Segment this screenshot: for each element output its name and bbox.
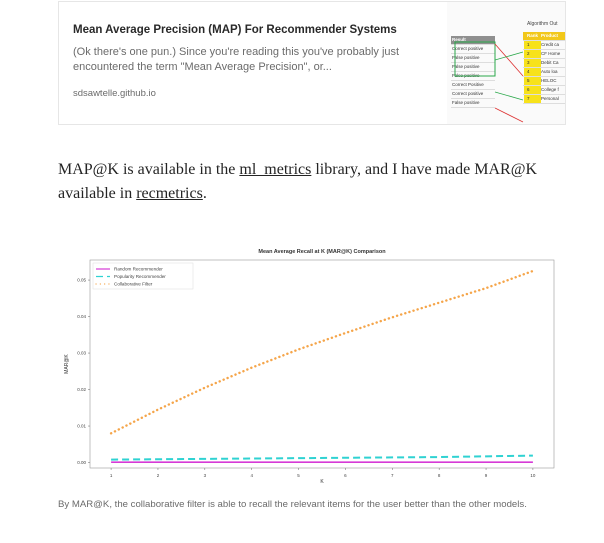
thumb-rank-header: Rank Product	[523, 32, 565, 41]
chart-title: Mean Average Recall at K (MAR@K) Compari…	[258, 249, 386, 255]
thumb-result-row: Correct positive	[451, 45, 495, 54]
y-tick-label: 0.01	[77, 424, 86, 429]
para-text-1: MAP@K is available in the	[58, 161, 240, 178]
thumb-result-row: False positive	[451, 99, 495, 108]
x-tick-label: 2	[157, 473, 160, 478]
card-thumbnail: Algorithm Out Result Correct positive Fals…	[447, 2, 565, 124]
link-preview-card[interactable]: Mean Average Precision (MAP) For Recomme…	[58, 1, 566, 125]
thumb-product-cell: College f	[541, 87, 559, 92]
thumb-green-box	[454, 41, 496, 77]
thumb-rank-row: 7 Personal	[523, 95, 565, 104]
y-ticks: 0.00 0.01 0.02 0.03 0.04 0.05	[77, 278, 90, 465]
thumb-product-cell: Credit ca	[541, 42, 560, 47]
para-text-2: library, and I have made MAR@K available…	[58, 161, 537, 202]
chart-svg: Mean Average Recall at K (MAR@K) Compari…	[64, 249, 555, 485]
y-axis-label: MAR@K	[64, 354, 70, 374]
thumb-result-row: Correct positive	[451, 90, 495, 99]
y-tick-label: 0.00	[77, 460, 86, 465]
ml-metrics-link[interactable]: ml_metrics	[239, 161, 312, 178]
x-tick-label: 7	[391, 473, 394, 478]
thumb-rank-row: 3 Debit Ca	[523, 59, 565, 68]
thumb-rank-column: Rank Product 1 Credit ca 2 CF Home 3 Debit Ca 4 A…	[523, 32, 565, 104]
thumb-green-line	[494, 51, 524, 101]
series-line-popularity-recommender	[111, 454, 533, 461]
x-tick-label: 8	[438, 473, 441, 478]
thumb-red-line	[494, 43, 524, 123]
x-axis-label: K	[320, 479, 324, 485]
legend-label-popularity-recommender: Popularity Recommender	[114, 274, 166, 279]
thumb-product-cell: Personal	[541, 96, 559, 101]
x-tick-label: 3	[204, 473, 207, 478]
card-description: (Ok there's one pun.) Since you're readi…	[73, 46, 400, 73]
figure-caption: By MAR@K, the collaborative filter is ab…	[58, 499, 527, 510]
x-tick-label: 6	[344, 473, 347, 478]
thumb-product-head: Product	[541, 33, 559, 38]
card-title[interactable]: Mean Average Precision (MAP) For Recomme…	[73, 24, 397, 36]
thumb-connector-lines	[454, 41, 524, 123]
thumb-rank-head: Rank	[527, 33, 539, 38]
thumb-result-row: False positive	[451, 63, 495, 72]
para-text-3: .	[202, 185, 207, 202]
thumb-rank-cell: 6	[524, 86, 541, 94]
recmetrics-link[interactable]: recmetrics	[136, 185, 203, 202]
y-tick-label: 0.05	[77, 278, 86, 283]
x-tick-label: 9	[485, 473, 488, 478]
thumb-rank-cell: 7	[524, 95, 541, 103]
plot-frame	[89, 259, 555, 469]
y-tick-label: 0.02	[77, 387, 86, 392]
thumb-rank-cell: 2	[524, 50, 541, 58]
thumb-result-row: Correct Positive	[451, 81, 495, 90]
card-text: Mean Average Precision (MAP) For Recomme…	[73, 24, 431, 99]
mar-at-k-chart: Mean Average Recall at K (MAR@K) Compari…	[58, 236, 568, 486]
thumb-product-cell: Auto loa	[541, 69, 558, 74]
thumb-result-row: False positive	[451, 54, 495, 63]
y-tick-label: 0.04	[77, 314, 86, 319]
x-tick-label: 4	[250, 473, 253, 478]
thumb-rank-cell: 4	[524, 68, 541, 76]
thumb-product-cell: Debit Ca	[541, 60, 559, 65]
thumb-rank-row: 5 HELOC	[523, 77, 565, 86]
body-paragraph: MAP@K is available in the ml_metrics lib…	[58, 158, 558, 206]
series-layer	[109, 269, 535, 463]
thumb-rank-cell: 3	[524, 59, 541, 67]
x-tick-label: 1	[110, 473, 113, 478]
thumb-rank-row: 2 CF Home	[523, 50, 565, 59]
thumb-rank-row: 6 College f	[523, 86, 565, 95]
chart-legend: Random Recommender Popularity Recommender…	[92, 262, 194, 290]
thumb-rank-row: 1 Credit ca	[523, 41, 565, 50]
card-domain: sdsawtelle.github.io	[73, 88, 156, 99]
x-ticks: 1 2 3 4 5 6 7 8 9 10	[110, 468, 536, 478]
x-tick-label: 10	[530, 473, 536, 478]
thumb-rank-cell: 5	[524, 77, 541, 85]
thumb-rank-cell: 1	[524, 41, 541, 49]
legend-label-collaborative-filter: Collaborative Filter	[114, 282, 153, 287]
thumb-product-cell: HELOC	[541, 78, 557, 83]
y-tick-label: 0.03	[77, 351, 86, 356]
legend-label-random-recommender: Random Recommender	[114, 267, 163, 272]
thumb-caption: Algorithm Out	[527, 21, 558, 27]
thumb-rank-row: 4 Auto loa	[523, 68, 565, 77]
thumb-product-cell: CF Home	[541, 51, 561, 56]
series-line-collaborative-filter	[109, 269, 535, 435]
thumb-result-header: Result	[451, 36, 495, 45]
x-tick-label: 5	[297, 473, 300, 478]
